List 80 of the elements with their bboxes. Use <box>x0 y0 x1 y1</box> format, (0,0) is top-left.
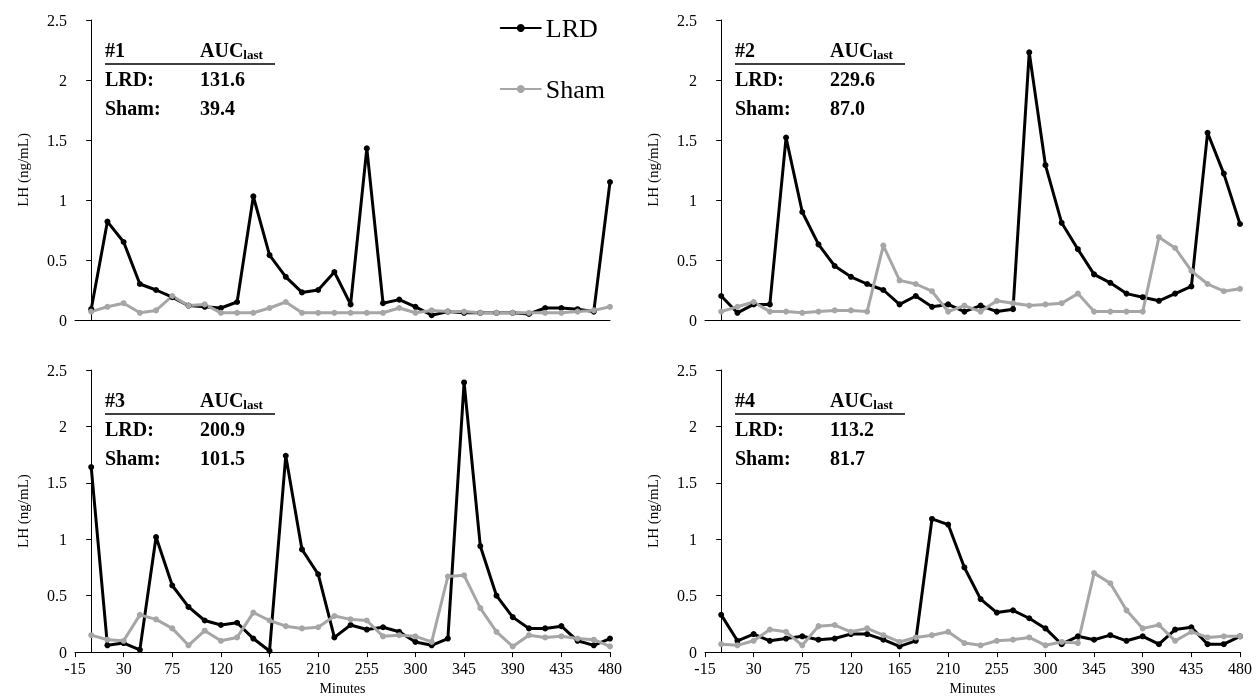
x-tick-label: 30 <box>745 659 762 677</box>
x-axis-title: Minutes <box>949 680 996 696</box>
y-tick-label: 2.5 <box>677 11 697 29</box>
annotation: AUClast <box>200 389 264 412</box>
x-tick-label: 390 <box>500 659 525 677</box>
y-tick-label: 1 <box>59 530 67 548</box>
y-tick-label: 2 <box>689 71 697 89</box>
y-tick-label: 1 <box>689 191 697 209</box>
legend-label: LRD <box>545 13 598 43</box>
x-tick-label: 210 <box>936 659 961 677</box>
annotation: 131.6 <box>200 68 245 90</box>
x-tick-label: 480 <box>1228 659 1252 677</box>
x-tick-label: 255 <box>984 659 1009 677</box>
annotation: 39.4 <box>200 97 235 119</box>
annotation: Sham: <box>735 447 791 469</box>
annotation: LRD: <box>735 68 784 90</box>
x-tick-label: 435 <box>1179 659 1204 677</box>
annotation: LRD: <box>105 418 154 440</box>
x-tick-label: 120 <box>838 659 863 677</box>
x-tick-label: 300 <box>403 659 428 677</box>
x-tick-label: 345 <box>452 659 477 677</box>
x-tick-label: -15 <box>694 659 716 677</box>
y-tick-label: 1.5 <box>47 131 67 149</box>
legend-label: Sham <box>545 74 606 104</box>
y-axis-title: LH (ng/mL) <box>644 474 662 548</box>
x-tick-label: 390 <box>1130 659 1155 677</box>
y-tick-label: 1 <box>59 191 67 209</box>
annotation: 87.0 <box>830 97 865 119</box>
annotation: #3 <box>105 389 125 411</box>
annotation: LRD: <box>735 418 784 440</box>
x-tick-label: 165 <box>257 659 282 677</box>
x-tick-label: 75 <box>164 659 181 677</box>
annotation: 113.2 <box>830 418 874 440</box>
annotation: #4 <box>735 389 755 411</box>
y-tick-label: 2 <box>59 71 67 89</box>
y-tick-label: 0.5 <box>677 587 697 605</box>
annotation: Sham: <box>105 447 161 469</box>
y-tick-label: 0 <box>689 311 697 329</box>
x-tick-label: 120 <box>208 659 233 677</box>
y-tick-label: 0 <box>59 311 67 329</box>
annotation: 101.5 <box>200 447 245 469</box>
annotation: 81.7 <box>830 447 865 469</box>
y-tick-label: 0.5 <box>677 251 697 269</box>
y-tick-label: 1.5 <box>47 474 67 492</box>
x-tick-label: 210 <box>306 659 331 677</box>
x-tick-label: -15 <box>64 659 86 677</box>
x-tick-label: 345 <box>1082 659 1107 677</box>
annotation: #2 <box>735 39 755 61</box>
y-tick-label: 1.5 <box>677 131 697 149</box>
y-tick-label: 2.5 <box>47 11 67 29</box>
annotation: 229.6 <box>830 68 875 90</box>
y-axis-title: LH (ng/mL) <box>14 474 32 548</box>
y-tick-label: 1 <box>689 530 697 548</box>
y-tick-label: 2.5 <box>677 361 697 379</box>
x-tick-label: 165 <box>887 659 912 677</box>
x-tick-label: 30 <box>115 659 132 677</box>
x-tick-label: 255 <box>354 659 379 677</box>
y-tick-label: 0 <box>689 643 697 661</box>
annotation: #1 <box>105 39 125 61</box>
y-tick-label: 0.5 <box>47 587 67 605</box>
y-tick-label: 0 <box>59 643 67 661</box>
y-tick-label: 1.5 <box>677 474 697 492</box>
y-axis-title: LH (ng/mL) <box>14 133 32 207</box>
annotation: AUClast <box>200 39 264 62</box>
annotation: 200.9 <box>200 418 245 440</box>
annotation: AUClast <box>830 39 894 62</box>
x-axis-title: Minutes <box>319 680 366 696</box>
y-axis-title: LH (ng/mL) <box>644 133 662 207</box>
annotation: AUClast <box>830 389 894 412</box>
y-tick-label: 2 <box>59 417 67 435</box>
x-tick-label: 75 <box>794 659 811 677</box>
annotation: Sham: <box>735 97 791 119</box>
x-tick-label: 300 <box>1033 659 1058 677</box>
y-tick-label: 2 <box>689 417 697 435</box>
annotation: LRD: <box>105 68 154 90</box>
x-tick-label: 480 <box>598 659 622 677</box>
y-tick-label: 2.5 <box>47 361 67 379</box>
x-tick-label: 435 <box>549 659 574 677</box>
annotation: Sham: <box>105 97 161 119</box>
y-tick-label: 0.5 <box>47 251 67 269</box>
